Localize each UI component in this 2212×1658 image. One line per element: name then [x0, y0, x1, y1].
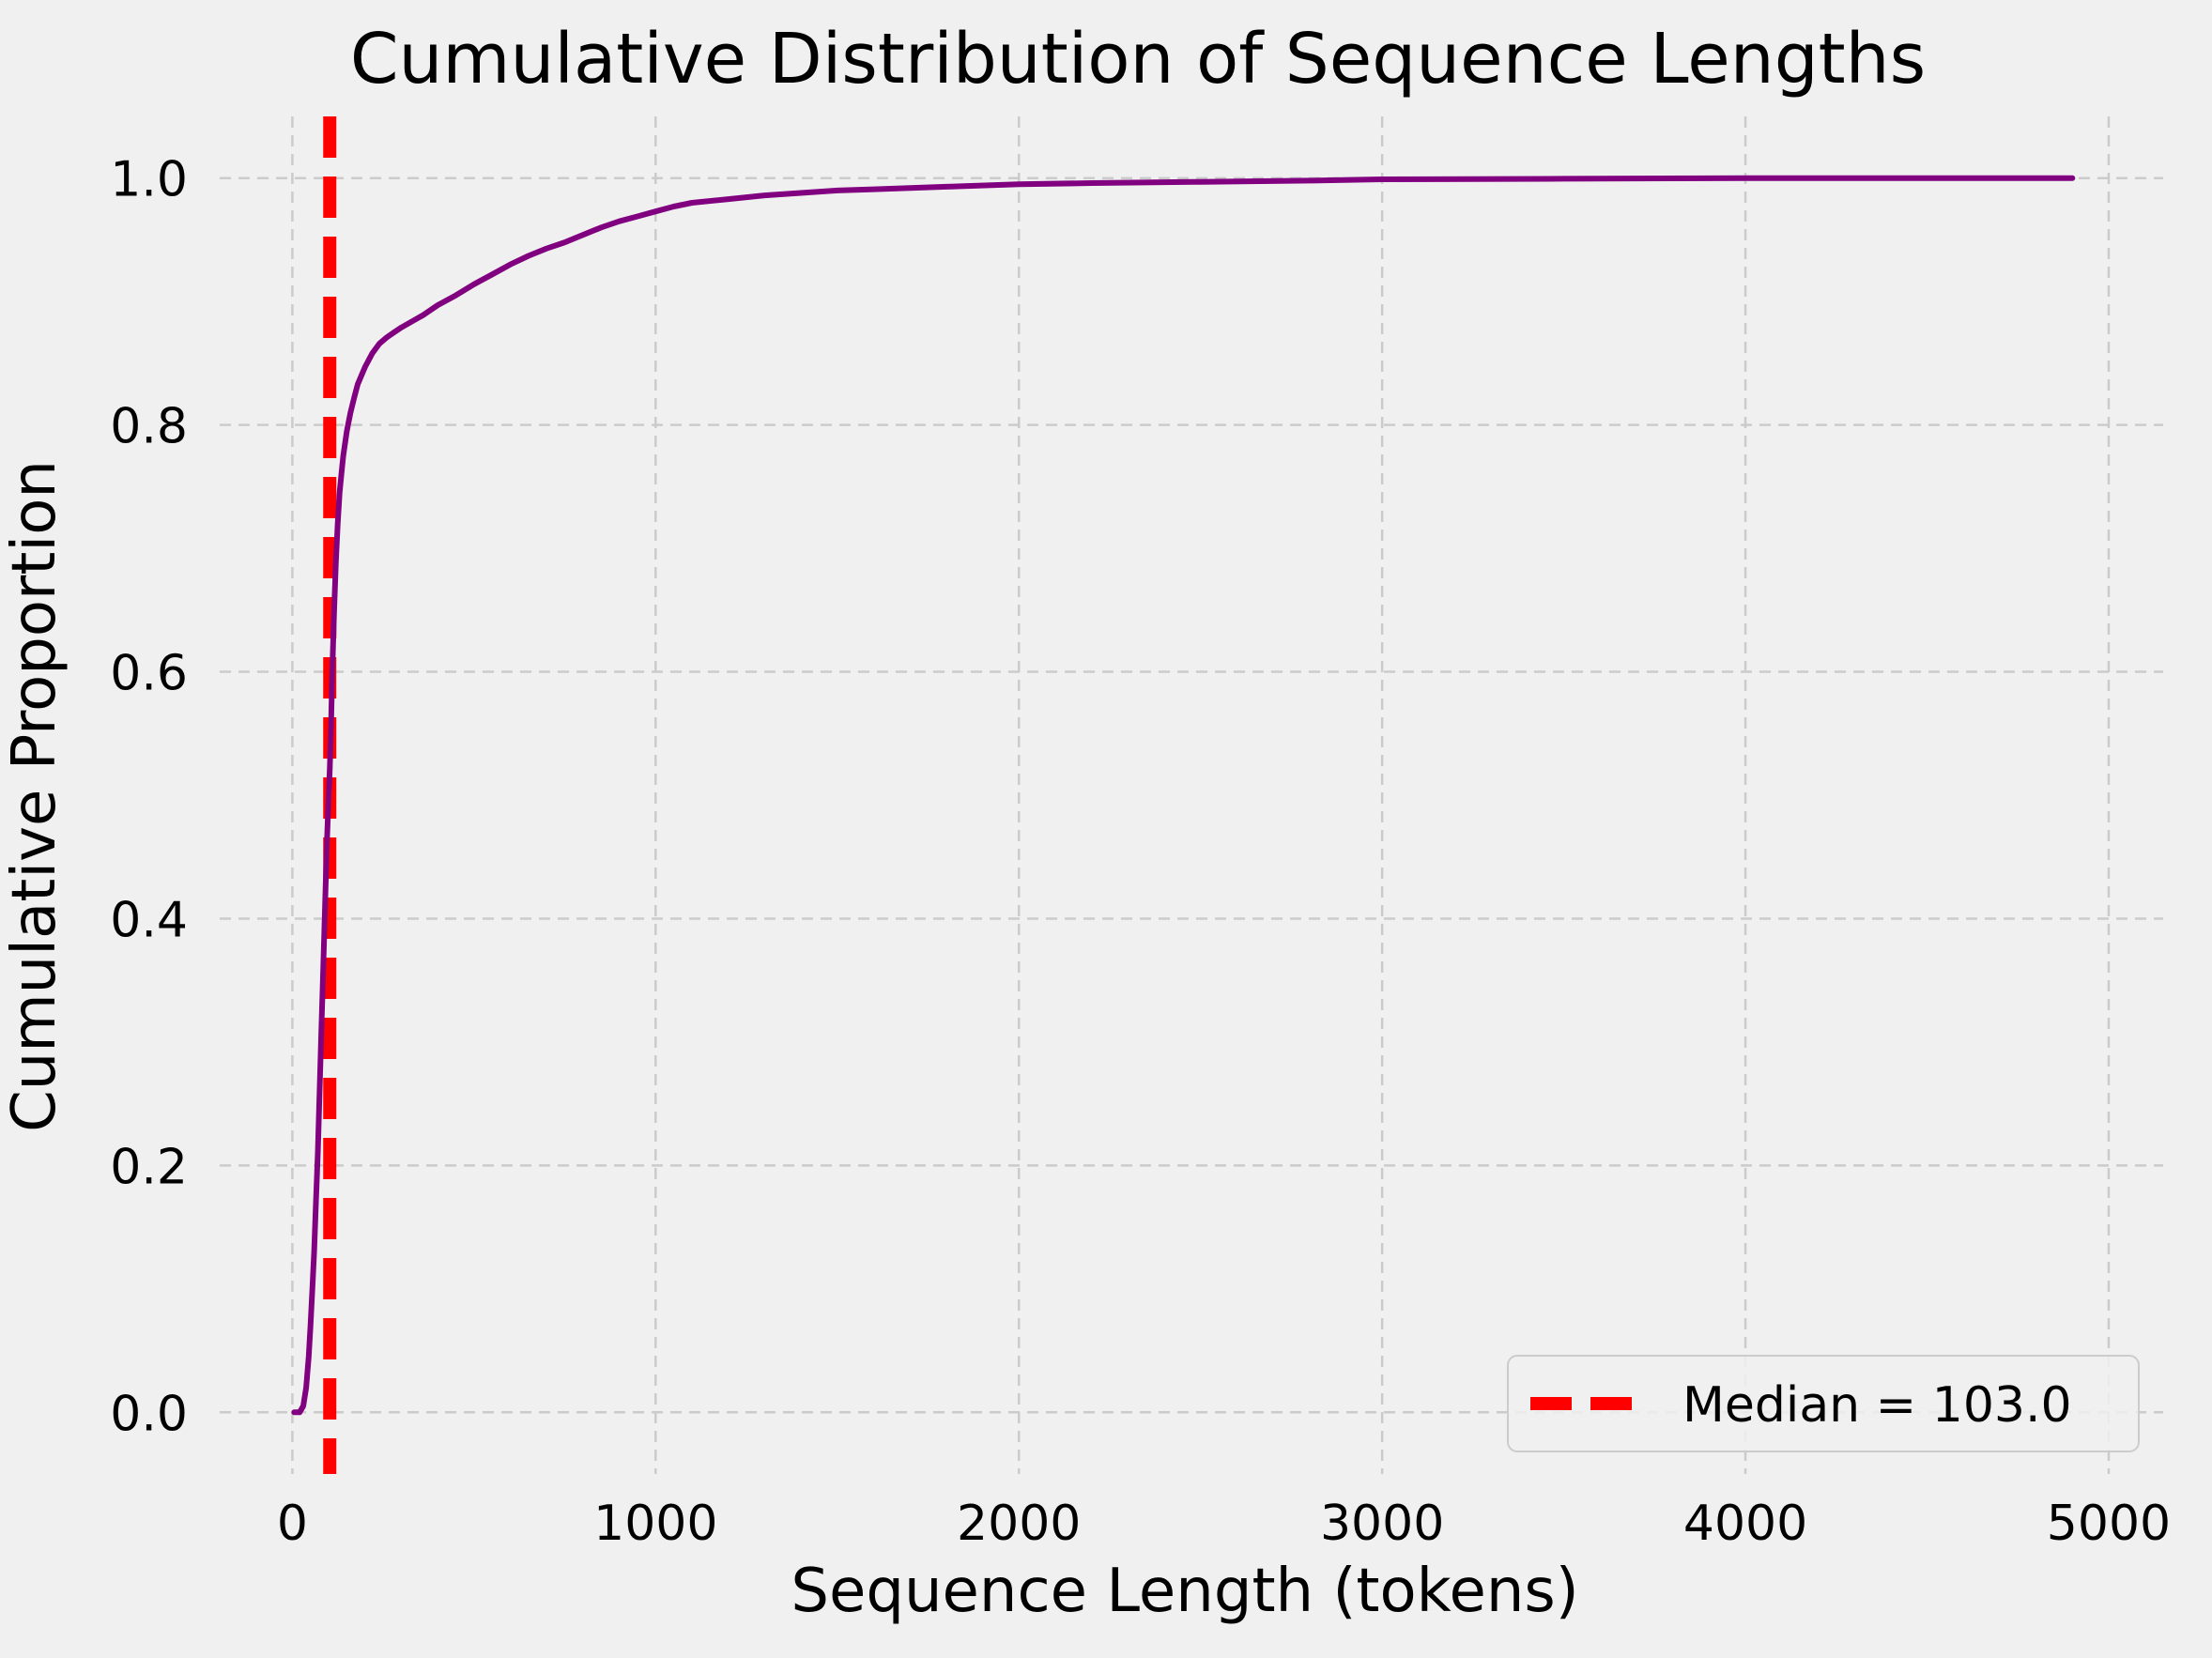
cdf-line: [291, 175, 2076, 1416]
y-tick-label: 0.4: [110, 892, 188, 948]
y-axis-label: Cumulative Proportion: [0, 460, 69, 1132]
x-tick-label: 1000: [593, 1496, 717, 1552]
y-tick-label: 0.0: [110, 1386, 188, 1442]
tick-labels: 0 1000 2000 3000 4000 5000 0.0 0.2 0.4 0.6 0.8 1.0: [110, 152, 2171, 1552]
x-tick-label: 0: [277, 1496, 308, 1552]
x-tick-label: 5000: [2047, 1496, 2171, 1552]
y-tick-label: 0.6: [110, 646, 188, 702]
legend-box: [1507, 1355, 2140, 1452]
y-tick-label: 0.2: [110, 1139, 188, 1195]
legend-median-label: Median = 103.0: [1682, 1377, 2072, 1434]
chart-title: Cumulative Distribution of Sequence Leng…: [350, 19, 1926, 100]
cdf-series-group: [291, 175, 2076, 1416]
x-axis-label: Sequence Length (tokens): [791, 1557, 1578, 1626]
x-tick-label: 3000: [1320, 1496, 1444, 1552]
x-tick-label: 2000: [957, 1496, 1081, 1552]
y-tick-label: 0.8: [110, 399, 188, 455]
x-tick-label: 4000: [1683, 1496, 1807, 1552]
y-tick-label: 1.0: [110, 152, 188, 208]
legend: Median = 103.0: [1507, 1355, 2140, 1452]
